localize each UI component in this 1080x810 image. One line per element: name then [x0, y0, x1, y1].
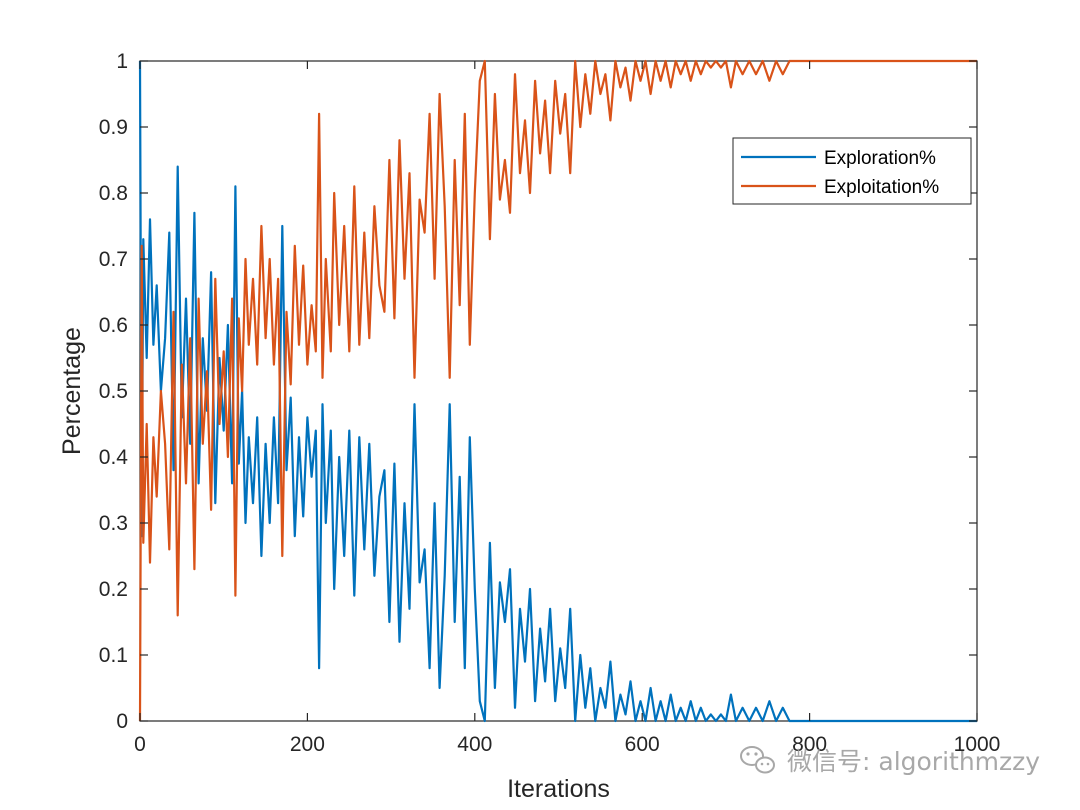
x-tick-label: 200 [290, 733, 325, 756]
y-tick-label: 0.3 [99, 512, 128, 535]
y-tick-label: 0 [116, 710, 128, 733]
y-tick-label: 0.1 [99, 644, 128, 667]
y-axis-label: Percentage [58, 327, 86, 455]
legend: Exploration% Exploitation% [733, 138, 971, 204]
legend-label-exploitation: Exploitation% [824, 177, 939, 198]
legend-label-exploration: Exploration% [824, 148, 936, 169]
y-tick-label: 0.2 [99, 578, 128, 601]
y-tick-label: 0.9 [99, 116, 128, 139]
y-tick-label: 1 [116, 50, 128, 73]
x-tick-label: 400 [457, 733, 492, 756]
x-tick-label: 600 [625, 733, 660, 756]
y-tick-label: 0.5 [99, 380, 128, 403]
x-tick-label: 0 [134, 733, 146, 756]
watermark-text: 微信号: algorithmzzy [787, 747, 1040, 776]
y-tick-label: 0.7 [99, 248, 128, 271]
y-tick-label: 0.4 [99, 446, 129, 469]
x-axis-label: Iterations [507, 775, 610, 803]
y-tick-label: 0.8 [99, 182, 128, 205]
y-tick-label: 0.6 [99, 314, 128, 337]
